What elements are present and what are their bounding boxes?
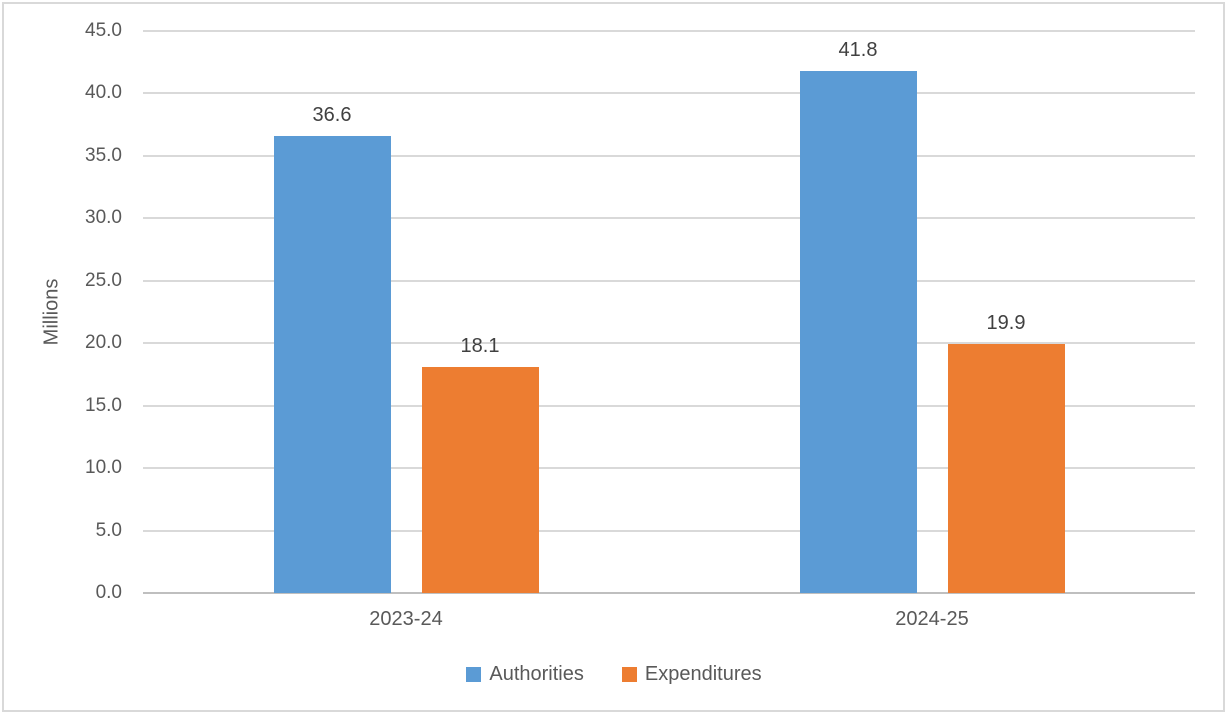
bar-expenditures-2023-24[interactable] [421,366,539,593]
legend-item-authorities[interactable]: Authorities [466,663,584,686]
legend-swatch-icon [621,667,637,682]
x-category-label: 2024-25 [895,608,969,630]
x-axis-line [143,592,1195,594]
y-tick-label: 25.0 [85,269,122,291]
y-tick-label: 40.0 [85,82,122,104]
legend: Authorities Expenditures [0,663,1228,686]
y-tick-label: 15.0 [85,394,122,416]
data-label: 41.8 [838,38,878,61]
gridline [143,30,1195,32]
plot-area: 36.6 18.1 41.8 19.9 [143,30,1195,594]
legend-label: Authorities [489,663,584,685]
legend-item-expenditures[interactable]: Expenditures [621,663,762,686]
data-label: 18.1 [460,334,500,357]
y-axis: 0.0 5.0 10.0 15.0 20.0 25.0 30.0 35.0 40.0 45.0 [0,20,122,603]
gridline [143,529,1195,532]
y-tick-label: 30.0 [85,207,122,229]
gridline [143,279,1195,282]
legend-label: Expenditures [644,663,762,685]
gridline [143,342,1195,345]
bar-expenditures-2024-25[interactable] [947,344,1065,593]
bar-authorities-2024-25[interactable] [799,70,917,593]
bar-authorities-2023-24[interactable] [273,135,391,593]
gridline [143,92,1195,95]
gridline [143,217,1195,220]
y-tick-label: 35.0 [85,144,122,166]
y-tick-label: 10.0 [85,457,122,479]
y-tick-label: 20.0 [85,332,122,354]
gridline [143,467,1195,470]
x-category-label: 2023-24 [369,608,443,630]
data-label: 19.9 [986,312,1026,335]
y-tick-label: 45.0 [85,20,122,41]
y-tick-label: 0.0 [95,582,122,603]
gridline [143,154,1195,157]
legend-swatch-icon [466,667,482,682]
y-tick-label: 5.0 [95,519,122,541]
gridline [143,404,1195,407]
data-label: 36.6 [312,103,352,126]
x-axis: 2023-24 2024-25 [143,608,1195,638]
